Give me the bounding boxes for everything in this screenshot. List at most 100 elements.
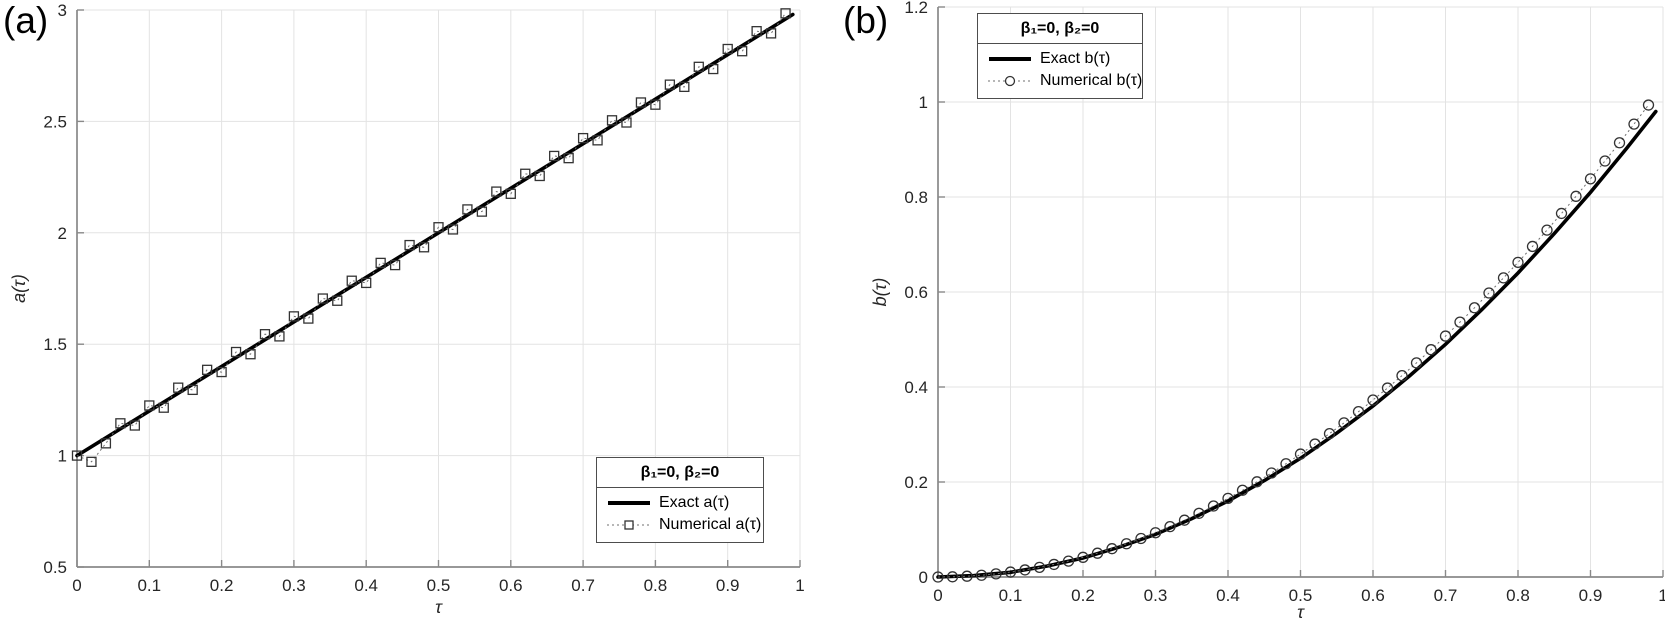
y-tick-label: 1.2 [904,0,928,17]
numerical-square-marker [158,402,169,413]
legend-entry-label: Numerical a(τ) [659,516,762,533]
numerical-circle-marker [1120,538,1133,550]
legend-a-entries: Exact a(τ) Numerical a(τ) [597,488,763,542]
numerical-square-marker [317,293,328,304]
numerical-circle-marker [1512,256,1524,269]
legend-a: β₁=0, β₂=0 Exact a(τ) Numerical a(τ) [596,457,764,543]
numerical-circle-marker [932,571,944,583]
numerical-circle-marker [1280,458,1292,470]
legend-entry-exact-b: Exact b(τ) [978,48,1142,70]
numerical-circle-marker [1149,527,1162,539]
numerical-square-marker [404,239,415,251]
numerical-square-marker [505,188,516,199]
x-tick-label: 0.9 [1579,586,1603,605]
numerical-circle-marker [1352,406,1365,418]
y-tick-label: 2.5 [43,112,67,131]
solid-line-swatch-icon [989,57,1031,61]
legend-entry-numerical-a: Numerical a(τ) [597,514,763,536]
numerical-square-marker [129,420,140,431]
numerical-circle-marker [1207,500,1220,512]
numerical-circle-marker [990,568,1002,580]
numerical-circle-marker [975,569,988,581]
x-tick-label: 0.5 [1289,586,1313,605]
numerical-square-marker [592,135,603,146]
x-tick-label: 0 [933,586,942,605]
legend-b-entries: Exact b(τ) Numerical b(τ) [978,44,1142,98]
numerical-circle-marker [1584,173,1597,185]
numerical-square-marker [303,313,314,324]
numerical-square-marker [462,204,473,215]
x-tick-label: 1 [795,576,804,595]
numerical-square-marker [621,117,632,128]
numerical-square-marker [563,153,574,164]
numerical-square-marker [375,257,386,269]
numerical-circle-marker [1251,476,1263,488]
numerical-square-marker [332,295,343,306]
numerical-circle-marker [1439,330,1452,342]
numerical-circle-marker [961,570,973,582]
numerical-square-marker [534,170,545,182]
numerical-square-marker [606,115,618,126]
legend-entry-label: Numerical b(τ) [1040,72,1143,89]
y-tick-label: 3 [58,1,67,20]
numerical-circle-marker [1410,357,1423,369]
legend-entry-label: Exact a(τ) [659,494,730,511]
numerical-square-marker [708,63,719,75]
y-tick-label: 1.5 [43,335,67,354]
x-tick-label: 1 [1658,586,1665,605]
numerical-circle-marker [1309,438,1321,450]
numerical-square-marker [433,222,444,233]
numerical-circle-marker [1019,564,1031,576]
dotted-square-swatch-icon [607,520,651,530]
x-tick-label: 0.7 [571,576,595,595]
y-tick-label: 0.4 [904,378,928,397]
numerical-circle-marker [1077,551,1089,563]
x-tick-label: 0.3 [282,576,306,595]
numerical-square-marker [751,26,762,37]
y-axis-label: a(τ) [9,274,29,303]
numerical-circle-marker [1048,558,1060,571]
numerical-circle-marker [1323,427,1336,440]
numerical-circle-marker [1062,555,1075,567]
numerical-square-marker [418,242,430,253]
numerical-square-marker [765,28,777,39]
numerical-circle-marker [1613,137,1626,149]
x-tick-label: 0.3 [1144,586,1168,605]
numerical-circle-marker [1033,561,1046,574]
legend-entry-numerical-b: Numerical b(τ) [978,70,1142,92]
numerical-square-marker [230,346,242,358]
exact-series-line [75,12,795,458]
numerical-circle-marker [1526,240,1539,253]
numerical-square-marker [245,349,256,360]
numerical-circle-marker [1091,547,1104,559]
numerical-circle-marker [1642,99,1655,111]
x-tick-label: 0.6 [499,576,523,595]
x-tick-label: 0.2 [210,576,234,595]
x-tick-label: 0.9 [716,576,740,595]
numerical-circle-marker [1193,507,1205,519]
legend-b: β₁=0, β₂=0 Exact b(τ) Numerical b(τ) [977,13,1143,99]
numerical-circle-marker [1425,344,1437,356]
y-tick-label: 2 [58,224,67,243]
panel-label-b: (b) [843,0,889,41]
x-axis-label: τ [1297,602,1305,622]
numerical-circle-marker [1338,417,1350,429]
dashed-circle-swatch-icon [988,75,1032,87]
numerical-square-marker [187,384,198,396]
numerical-square-marker [520,168,531,179]
solid-line-swatch-icon [608,501,650,505]
numerical-circle-marker [1541,224,1553,236]
numerical-square-marker [491,186,502,197]
numerical-square-marker [71,450,83,461]
numerical-square-marker [173,382,184,393]
y-tick-label: 0.8 [904,188,928,207]
numerical-circle-marker [1396,369,1408,382]
x-tick-label: 0.4 [354,576,378,595]
numerical-circle-marker [1381,382,1394,394]
x-tick-label: 0.4 [1216,586,1240,605]
numerical-circle-marker [946,571,959,583]
numerical-square-marker [679,81,690,93]
numerical-square-marker [635,97,647,108]
